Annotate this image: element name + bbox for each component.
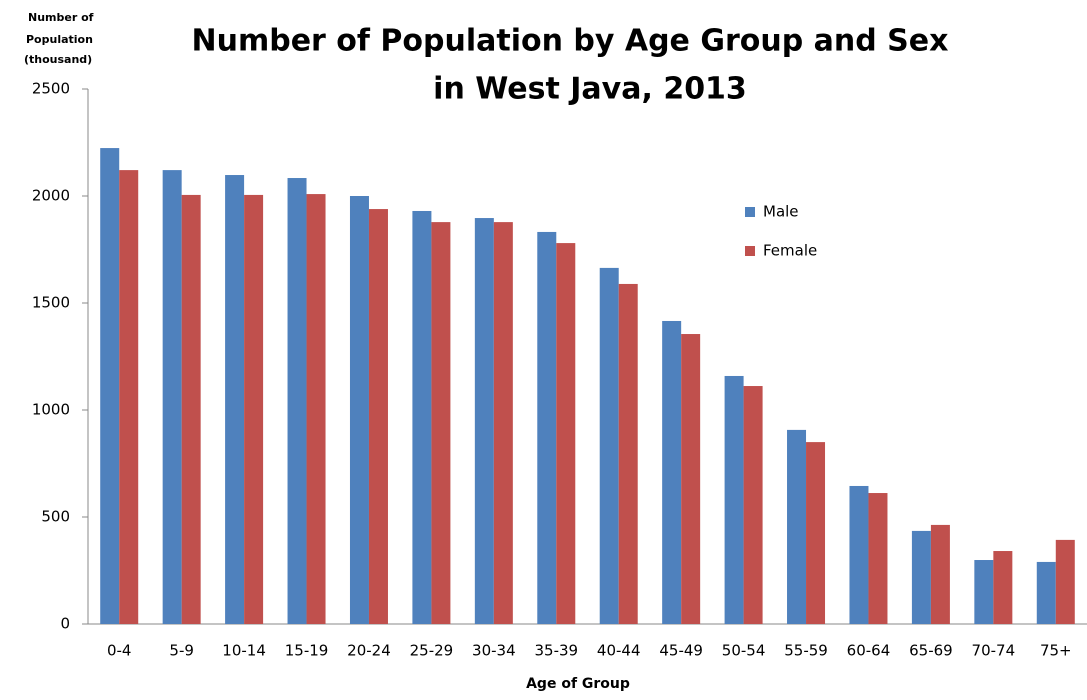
x-axis-label: Age of Group xyxy=(526,676,630,692)
bar xyxy=(431,222,451,624)
x-tick-label: 65-69 xyxy=(909,642,953,660)
y-tick-label: 2500 xyxy=(32,80,70,98)
bar xyxy=(412,210,432,625)
bar xyxy=(743,386,763,624)
bar xyxy=(1055,539,1075,624)
x-tick-label: 0-4 xyxy=(107,642,132,660)
bar xyxy=(119,170,139,624)
bar xyxy=(806,442,826,624)
x-tick-label: 55-59 xyxy=(784,642,828,660)
legend-label: Male xyxy=(763,203,799,221)
bar xyxy=(618,283,638,624)
bar xyxy=(244,194,264,624)
x-tick-label: 5-9 xyxy=(169,642,194,660)
y-tick-label: 1000 xyxy=(32,401,70,419)
bar xyxy=(181,194,201,624)
bar xyxy=(911,530,931,624)
y-tick-label: 500 xyxy=(41,508,70,526)
bar xyxy=(974,560,994,624)
bar xyxy=(724,375,744,624)
bar xyxy=(993,551,1013,624)
bar xyxy=(162,170,182,624)
bar xyxy=(493,222,513,624)
x-tick-label: 10-14 xyxy=(222,642,266,660)
bar xyxy=(599,267,619,624)
x-tick-label: 75+ xyxy=(1040,642,1072,660)
chart-title: Number of Population by Age Group and Se… xyxy=(192,24,949,59)
y-tick-label: 0 xyxy=(60,615,70,633)
y-axis-label: Number of xyxy=(28,11,94,24)
x-tick-label: 15-19 xyxy=(285,642,329,660)
bar xyxy=(556,243,576,624)
bar xyxy=(287,178,307,625)
bar xyxy=(868,493,888,624)
y-tick-label: 1500 xyxy=(32,294,70,312)
chart-title: in West Java, 2013 xyxy=(433,72,747,107)
legend-swatch xyxy=(745,207,755,217)
bar xyxy=(225,175,245,624)
y-axis-label: (thousand) xyxy=(24,53,92,66)
bar xyxy=(930,524,950,624)
x-tick-label: 25-29 xyxy=(410,642,454,660)
y-axis-label: Population xyxy=(26,33,93,46)
x-tick-label: 20-24 xyxy=(347,642,391,660)
bar xyxy=(537,231,557,624)
bar xyxy=(1036,561,1056,624)
x-tick-label: 35-39 xyxy=(534,642,578,660)
x-tick-label: 30-34 xyxy=(472,642,516,660)
legend-swatch xyxy=(745,246,755,256)
x-tick-label: 70-74 xyxy=(972,642,1016,660)
bar xyxy=(787,429,807,624)
bar xyxy=(681,334,701,624)
x-tick-label: 45-49 xyxy=(659,642,703,660)
legend-label: Female xyxy=(763,242,817,260)
bar xyxy=(306,194,326,624)
bar xyxy=(849,485,869,624)
bar xyxy=(100,148,120,624)
bar xyxy=(474,218,494,625)
bar xyxy=(368,209,388,624)
x-tick-label: 50-54 xyxy=(722,642,766,660)
x-tick-label: 60-64 xyxy=(847,642,891,660)
bar xyxy=(349,196,369,624)
x-tick-label: 40-44 xyxy=(597,642,641,660)
y-tick-label: 2000 xyxy=(32,187,70,205)
bar xyxy=(662,320,682,624)
